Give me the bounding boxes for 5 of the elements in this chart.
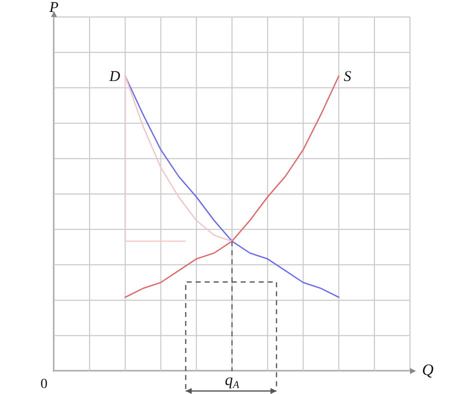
series-label: D [108, 69, 120, 85]
text: 0 [40, 377, 48, 392]
series-label: S [344, 69, 352, 85]
x-axis-title: Q [422, 362, 434, 379]
y-axis-title: P [48, 0, 59, 16]
